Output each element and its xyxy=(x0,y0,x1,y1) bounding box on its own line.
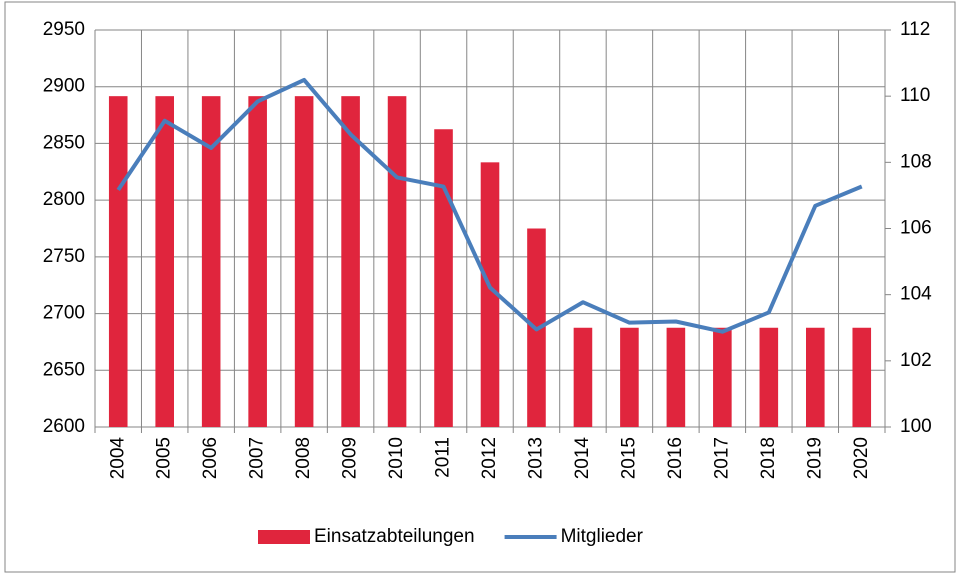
x-tick-label: 2014 xyxy=(572,437,593,480)
bar xyxy=(434,129,453,427)
legend-label: Einsatzabteilungen xyxy=(314,526,475,547)
x-tick-label: 2008 xyxy=(293,437,314,479)
bar xyxy=(573,327,593,427)
bar xyxy=(713,327,732,427)
bar xyxy=(341,96,360,428)
bar xyxy=(387,96,407,428)
y2-tick-label: 100 xyxy=(900,416,932,437)
y2-tick-label: 108 xyxy=(900,151,932,172)
x-tick-label: 2006 xyxy=(200,437,221,479)
x-tick-label: 2020 xyxy=(851,437,872,479)
y-tick-label: 2900 xyxy=(43,76,85,97)
x-tick-label: 2004 xyxy=(107,437,128,480)
y-tick-label: 2800 xyxy=(43,189,85,210)
x-tick-label: 2005 xyxy=(154,437,175,479)
bar xyxy=(806,327,825,427)
bar xyxy=(620,327,639,427)
bar xyxy=(201,96,221,428)
y-tick-label: 2750 xyxy=(43,246,85,267)
y-tick-label: 2950 xyxy=(43,19,85,40)
x-tick-label: 2011 xyxy=(433,437,454,478)
x-tick-label: 2018 xyxy=(758,437,779,479)
y-tick-label: 2650 xyxy=(43,359,85,380)
y2-tick-label: 106 xyxy=(900,218,932,239)
bar xyxy=(480,162,500,428)
x-tick-label: 2012 xyxy=(479,437,500,479)
bar xyxy=(666,327,686,427)
bar xyxy=(759,327,779,427)
bar xyxy=(248,96,267,428)
chart-border xyxy=(4,1,956,573)
bar xyxy=(294,96,314,428)
y2-tick-label: 102 xyxy=(900,350,932,371)
y-tick-label: 2600 xyxy=(43,416,85,437)
x-tick-label: 2019 xyxy=(804,437,825,479)
y2-tick-label: 110 xyxy=(900,85,930,106)
bar xyxy=(155,96,174,428)
line xyxy=(116,77,863,334)
legend-label: Mitglieder xyxy=(561,526,644,547)
x-tick-label: 2007 xyxy=(247,437,268,479)
x-tick-label: 2016 xyxy=(665,437,686,479)
x-tick-label: 2010 xyxy=(386,437,407,479)
bar xyxy=(852,327,872,427)
y2-tick-label: 112 xyxy=(900,19,930,40)
legend-swatch xyxy=(258,530,310,544)
y-tick-label: 2700 xyxy=(43,303,85,324)
y2-tick-label: 104 xyxy=(900,284,932,305)
x-tick-label: 2009 xyxy=(340,437,361,479)
x-tick-label: 2013 xyxy=(525,437,546,479)
y-tick-label: 2850 xyxy=(43,132,85,153)
x-tick-label: 2015 xyxy=(618,437,639,479)
x-tick-label: 2017 xyxy=(711,437,732,479)
bar xyxy=(108,96,128,428)
